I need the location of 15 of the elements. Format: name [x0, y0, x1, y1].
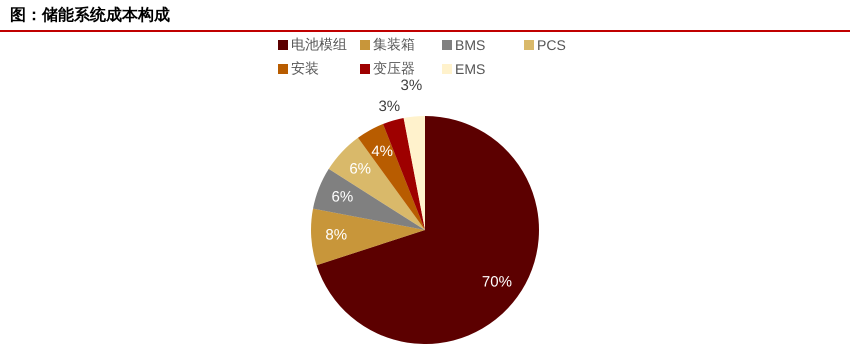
data-label: 6% [331, 188, 354, 206]
legend-label: PCS [537, 37, 566, 53]
text: 图：储能系统成本构成 [10, 5, 170, 26]
legend-label: 电池模组 [291, 36, 347, 54]
data-label: 6% [349, 160, 372, 178]
data-label: 3% [400, 76, 422, 94]
data-label: 3% [378, 98, 400, 116]
legend-label: EMS [455, 61, 486, 77]
legend-label: 安装 [291, 60, 319, 78]
legend-label: BMS [455, 37, 486, 53]
data-label: 8% [325, 226, 348, 244]
data-label: 4% [371, 143, 394, 160]
data-label: 70% [482, 273, 512, 290]
legend-label: 集装箱 [373, 36, 415, 54]
legend-label: 变压器 [373, 60, 415, 78]
